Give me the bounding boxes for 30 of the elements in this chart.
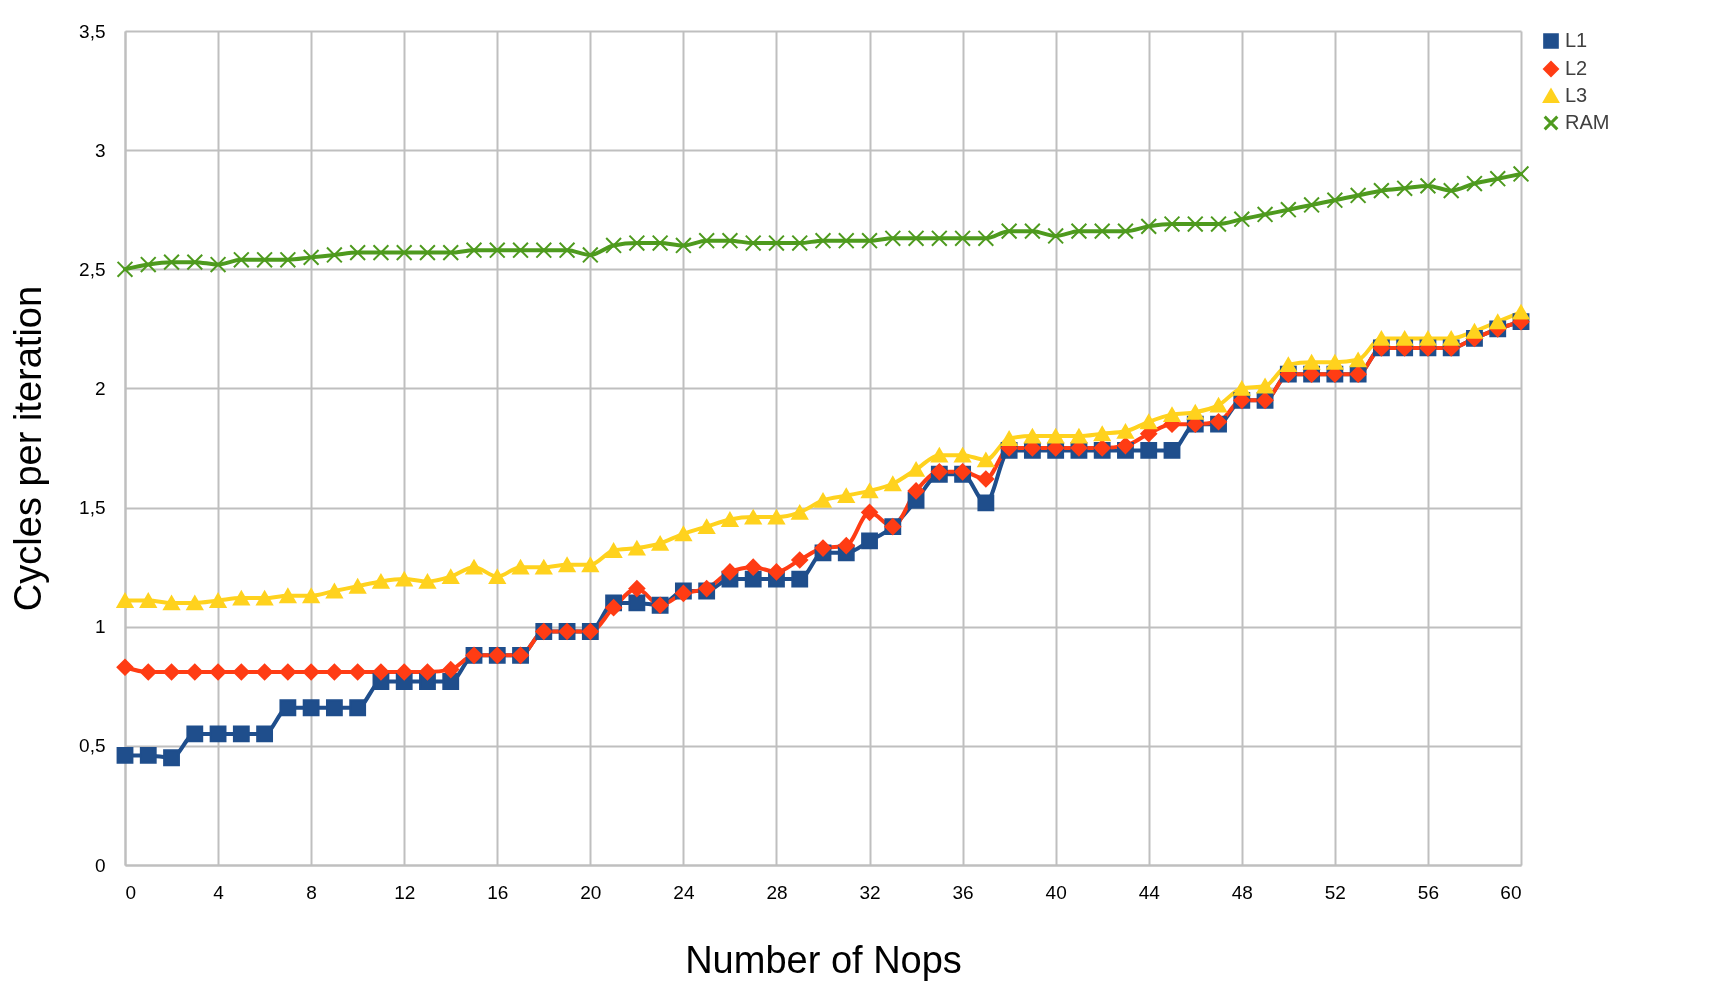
x-tick-label: 32: [859, 881, 881, 903]
x-tick-label: 60: [1500, 881, 1522, 903]
y-tick-label: 1,5: [79, 497, 106, 519]
x-tick-label: 0: [125, 881, 137, 903]
x-tick-label: 56: [1417, 881, 1439, 903]
x-tick-label: 44: [1138, 881, 1161, 903]
x-tick-label: 52: [1324, 881, 1346, 903]
legend-label: L1: [1565, 29, 1588, 51]
x-tick-label: 36: [952, 881, 974, 903]
legend-label: L3: [1565, 84, 1588, 106]
x-tick-label: 4: [213, 881, 225, 903]
x-tick-label: 12: [394, 881, 416, 903]
x-tick-label: 24: [673, 881, 695, 903]
x-tick-label: 20: [580, 881, 602, 903]
x-tick-label: 8: [306, 881, 317, 903]
y-tick-label: 2,5: [79, 258, 106, 280]
legend-label: L2: [1565, 57, 1588, 79]
y-tick-label: 1: [94, 616, 106, 638]
y-tick-label: 0: [94, 854, 106, 876]
x-axis-title: Number of Nops: [685, 938, 962, 981]
x-tick-label: 28: [766, 881, 788, 903]
y-tick-label: 0,5: [79, 735, 106, 757]
y-axis-title: Cycles per iteration: [7, 285, 50, 612]
x-tick-label: 16: [487, 881, 509, 903]
y-tick-label: 3,5: [79, 20, 106, 42]
y-tick-label: 3: [94, 139, 106, 161]
x-tick-label: 40: [1045, 881, 1067, 903]
y-tick-label: 2: [94, 377, 106, 399]
legend-label: RAM: [1565, 111, 1610, 133]
x-tick-label: 48: [1231, 881, 1253, 903]
